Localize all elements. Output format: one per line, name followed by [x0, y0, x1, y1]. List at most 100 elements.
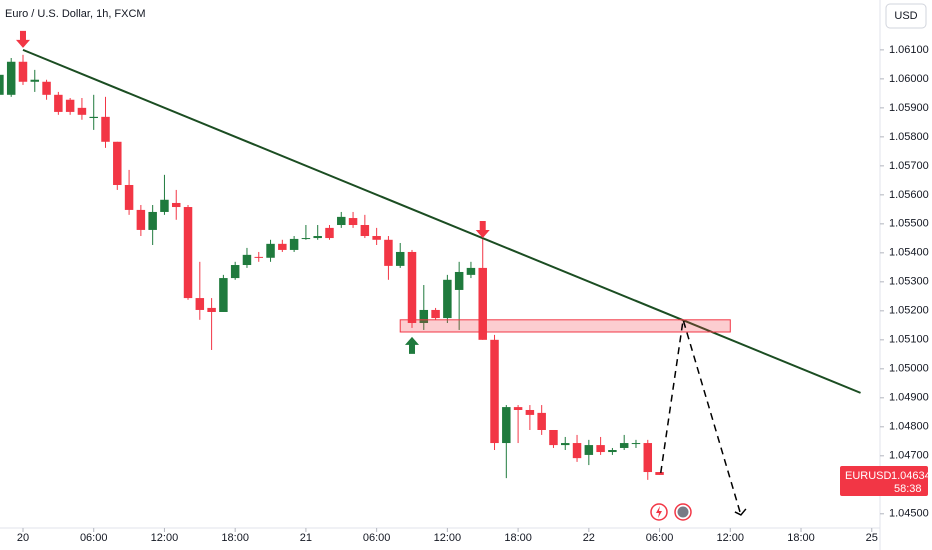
candle-body — [160, 199, 169, 212]
candle-body — [537, 412, 546, 430]
candle-body — [454, 271, 464, 290]
x-tick-label: 12:00 — [151, 532, 179, 544]
candle-body — [266, 243, 275, 258]
candle-body — [101, 116, 110, 142]
candle-body — [254, 256, 263, 258]
candle-body — [655, 472, 664, 475]
y-tick-label: 1.06000 — [889, 73, 929, 85]
price-label-box — [840, 465, 928, 496]
signal-arrow — [405, 336, 420, 354]
candle-body — [619, 443, 629, 448]
x-tick-label: 06:00 — [363, 532, 391, 544]
y-tick-label: 1.06100 — [889, 44, 929, 56]
chart-title: Euro / U.S. Dollar, 1h, FXCM — [5, 8, 146, 20]
candle-body — [6, 61, 16, 95]
resistance-zone — [399, 319, 731, 333]
candle-body — [113, 141, 122, 185]
y-tick-label: 1.05000 — [889, 363, 929, 375]
currency-label[interactable]: USD — [894, 10, 917, 22]
candle-body — [395, 251, 405, 266]
candle-body — [643, 443, 653, 473]
candle-body — [65, 99, 75, 112]
plot-area — [0, 30, 861, 516]
trendline — [22, 48, 861, 394]
y-tick-label: 1.04700 — [889, 450, 929, 462]
candle-body — [337, 216, 346, 226]
candle-body — [608, 450, 617, 453]
candle-body — [42, 81, 51, 95]
candle-body — [561, 443, 570, 446]
candle-body — [219, 278, 228, 312]
projection-path — [659, 319, 742, 516]
candle-body — [631, 443, 641, 445]
candle-body — [549, 429, 558, 446]
y-tick-label: 1.05400 — [889, 247, 929, 259]
event-icon[interactable] — [674, 503, 692, 521]
candle-body — [124, 184, 134, 210]
price-label-symbol: EURUSD — [845, 470, 892, 482]
candle-body — [348, 218, 358, 226]
candle-body — [89, 116, 98, 119]
candle-body — [419, 309, 429, 324]
price-label-countdown: 58:38 — [894, 483, 922, 495]
candle-body — [572, 443, 582, 459]
y-tick-label: 1.05700 — [889, 160, 929, 172]
y-tick-label: 1.05300 — [889, 276, 929, 288]
candle-body — [148, 211, 157, 230]
price-label-value: 1.04634 — [891, 470, 931, 482]
y-tick-label: 1.05800 — [889, 131, 929, 143]
candle-body — [525, 409, 535, 415]
candle-body — [77, 107, 87, 115]
y-tick-label: 1.04800 — [889, 421, 929, 433]
signal-arrow — [475, 221, 490, 239]
y-tick-label: 1.05500 — [889, 218, 929, 230]
candle-body — [584, 445, 594, 455]
candle-body — [502, 407, 511, 444]
candle-body — [54, 94, 63, 112]
candle-body — [183, 207, 193, 299]
x-tick-label: 18:00 — [504, 532, 532, 544]
candle-body — [195, 298, 205, 310]
candle-body — [407, 251, 417, 324]
x-tick-label: 25 — [866, 532, 878, 544]
candle-body — [289, 238, 299, 250]
candle-body — [360, 225, 370, 237]
candle-body — [443, 279, 452, 319]
candle-body — [490, 339, 499, 444]
candle-body — [171, 202, 181, 208]
x-tick-label: 21 — [300, 532, 312, 544]
x-tick-label: 20 — [17, 532, 29, 544]
projection-arrowhead — [734, 508, 747, 516]
candle-body — [384, 239, 393, 266]
candle-body — [325, 227, 334, 239]
candle-body — [596, 445, 605, 453]
candle-body — [466, 267, 476, 275]
currency-button[interactable] — [885, 3, 927, 29]
candle-body — [278, 243, 287, 250]
y-tick-label: 1.05600 — [889, 189, 929, 201]
x-tick-label: 06:00 — [646, 532, 674, 544]
candle-body — [207, 307, 216, 312]
x-tick-label: 22 — [583, 532, 595, 544]
candle-body — [242, 254, 252, 266]
candle-body — [513, 407, 523, 410]
y-tick-label: 1.05200 — [889, 305, 929, 317]
candle-body — [372, 236, 381, 240]
x-tick-label: 18:00 — [787, 532, 815, 544]
y-tick-label: 1.05900 — [889, 102, 929, 114]
candle-body — [230, 265, 240, 279]
candle-body — [301, 238, 311, 240]
x-tick-label: 18:00 — [221, 532, 249, 544]
candle-body — [431, 309, 440, 319]
candle-body — [30, 79, 40, 82]
candle-body — [0, 74, 4, 95]
x-tick-label: 12:00 — [434, 532, 462, 544]
event-icon[interactable] — [650, 503, 668, 521]
signal-arrow — [15, 30, 30, 48]
y-tick-label: 1.04500 — [889, 508, 929, 520]
x-tick-label: 12:00 — [717, 532, 745, 544]
